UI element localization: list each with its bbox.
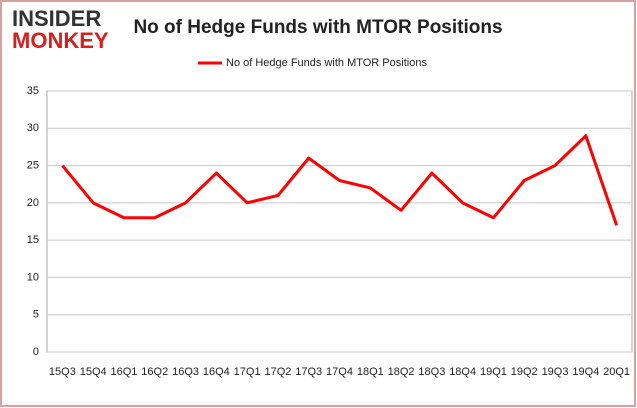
y-tick-label: 25	[27, 159, 39, 171]
y-tick-label: 15	[27, 234, 39, 246]
data-line	[61, 134, 619, 226]
x-tick-label: 20Q1	[603, 366, 630, 378]
x-tick-label: 19Q3	[542, 366, 569, 378]
y-tick-label: 10	[27, 271, 39, 283]
x-tick-label: 18Q4	[449, 366, 476, 378]
x-tick-label: 16Q3	[172, 366, 199, 378]
y-tick-label: 20	[27, 197, 39, 209]
x-tick-label: 16Q2	[141, 366, 168, 378]
x-tick-label: 16Q1	[111, 366, 138, 378]
x-tick-label: 19Q1	[480, 366, 507, 378]
x-tick-label: 17Q3	[295, 366, 322, 378]
x-tick-label: 18Q1	[357, 366, 384, 378]
chart-title: No of Hedge Funds with MTOR Positions	[133, 17, 502, 38]
x-tick-label: 18Q2	[388, 366, 415, 378]
x-tick-label: 17Q2	[264, 366, 291, 378]
x-tick-label: 15Q3	[49, 366, 76, 378]
x-tick-label: 19Q2	[511, 366, 538, 378]
y-tick-label: 5	[33, 309, 39, 321]
y-tick-label: 30	[27, 122, 39, 134]
logo-line1: INSIDER	[12, 6, 101, 31]
x-tick-label: 17Q4	[326, 366, 353, 378]
y-tick-label: 35	[27, 85, 39, 97]
x-tick-label: 18Q3	[418, 366, 445, 378]
x-tick-label: 17Q1	[234, 366, 261, 378]
y-tick-label: 0	[33, 346, 39, 358]
x-tick-label: 16Q4	[203, 366, 230, 378]
x-tick-label: 15Q4	[80, 366, 107, 378]
legend-label: No of Hedge Funds with MTOR Positions	[226, 57, 427, 69]
logo-line2: MONKEY	[12, 28, 109, 53]
x-tick-label: 19Q4	[572, 366, 599, 378]
